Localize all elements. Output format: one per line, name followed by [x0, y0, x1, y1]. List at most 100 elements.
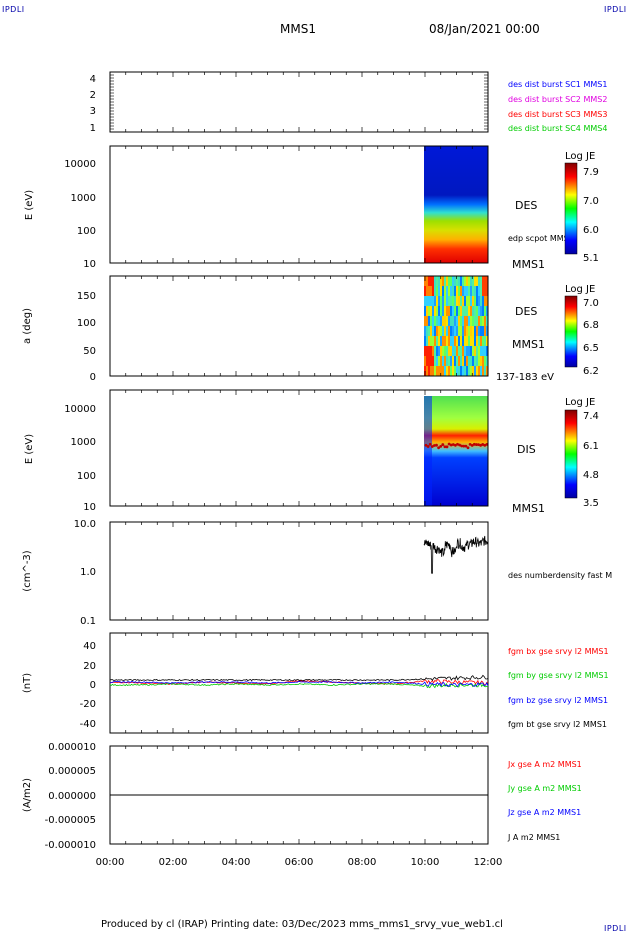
- pitch-cell: [434, 336, 437, 347]
- p2-ytick-10: 10: [83, 259, 96, 270]
- pitch-cell: [428, 316, 431, 327]
- p5-series-label: des numberdensity fast M: [508, 571, 612, 580]
- colorbar-dis: [564, 409, 578, 499]
- pitch-cell: [456, 276, 459, 287]
- dis-band-point: [447, 442, 451, 446]
- pitch-cell: [466, 296, 469, 307]
- pitch-cell: [430, 326, 433, 337]
- panel-dis-energy: 10000 1000 100 10 E (eV) DIS MMS1 Log JE…: [24, 389, 599, 515]
- pitch-cell: [472, 366, 475, 377]
- pitch-cell: [430, 346, 433, 357]
- pitch-cell: [478, 306, 481, 317]
- dis-band-point: [462, 444, 466, 448]
- p7-ytick--5e-6: -0.000005: [45, 815, 96, 826]
- pitch-cell: [424, 326, 427, 337]
- pitch-cell: [462, 366, 465, 377]
- pitch-cell: [436, 276, 439, 287]
- pitch-cell: [460, 366, 463, 377]
- dis-band-point: [437, 446, 440, 450]
- pitch-cell: [482, 356, 485, 367]
- pitch-cell: [456, 336, 459, 347]
- pitch-cell: [444, 326, 447, 337]
- pitch-cell: [430, 366, 433, 377]
- pitch-cell: [428, 346, 431, 357]
- pitch-cell: [442, 356, 445, 367]
- pitch-cell: [430, 276, 433, 287]
- panel-density: 10.0 1.0 0.1 (cm^-3) des numberdensity f…: [22, 519, 612, 627]
- pitch-cell: [486, 296, 489, 307]
- legend-sc1: des dist burst SC1 MMS1: [508, 80, 607, 89]
- p3-label-energy: 137-183 eV: [496, 372, 554, 383]
- pitch-cell: [452, 346, 455, 357]
- pitch-cell: [460, 286, 463, 297]
- corner-label-top-right: IPDLI: [604, 5, 627, 14]
- pitch-cell: [432, 366, 435, 377]
- cb2-title: Log JE: [565, 284, 595, 295]
- legend-bx: fgm bx gse srvy l2 MMS1: [508, 647, 609, 656]
- pitch-cell: [452, 366, 455, 377]
- dis-band-point: [439, 444, 443, 448]
- xtick-0800: 08:00: [348, 857, 377, 868]
- pitch-cell: [440, 356, 443, 367]
- pitch-cell: [434, 306, 437, 317]
- dis-band-point: [472, 442, 476, 446]
- pitch-cell: [424, 336, 427, 347]
- pitch-cell: [436, 346, 439, 357]
- pitch-cell: [450, 306, 453, 317]
- p1-ytick-3: 3: [90, 106, 96, 117]
- pitch-cell: [426, 366, 429, 377]
- pitch-cell: [458, 276, 461, 287]
- pitch-cell: [442, 306, 445, 317]
- pitch-cell: [484, 336, 487, 347]
- p5-ytick-1: 1.0: [80, 567, 96, 578]
- pitch-cell: [482, 306, 485, 317]
- p4-ylabel: E (eV): [24, 434, 35, 464]
- dis-band-point: [451, 443, 455, 446]
- dis-band-point: [460, 444, 464, 448]
- pitch-cell: [464, 346, 467, 357]
- pitch-cell: [462, 276, 465, 287]
- pitch-cell: [428, 366, 431, 377]
- dis-band-point: [449, 443, 453, 447]
- pitch-cell: [456, 316, 459, 327]
- pitch-cell: [474, 286, 477, 297]
- pitch-cell: [472, 346, 475, 357]
- pitch-cell: [424, 316, 427, 327]
- pitch-cell: [444, 306, 447, 317]
- cb1-tick-min: 5.1: [583, 253, 599, 264]
- pitch-cell: [428, 326, 431, 337]
- pitch-cell: [466, 286, 469, 297]
- pitch-cell: [468, 316, 471, 327]
- axis-tickmarks: [109, 72, 489, 844]
- pitch-cell: [450, 346, 453, 357]
- pitch-cell: [426, 296, 429, 307]
- pitch-cell: [454, 366, 457, 377]
- pitch-cell: [446, 296, 449, 307]
- pitch-cell: [428, 276, 431, 287]
- pitch-cell: [448, 306, 451, 317]
- pitch-cell: [426, 356, 429, 367]
- pitch-cell: [466, 316, 469, 327]
- pitch-cell: [448, 346, 451, 357]
- pitch-cell: [454, 296, 457, 307]
- pitch-cell: [442, 336, 445, 347]
- pitch-cell: [432, 326, 435, 337]
- xtick-0600: 06:00: [285, 857, 314, 868]
- dis-band-point: [445, 445, 449, 449]
- cb2-tick-min: 6.2: [583, 366, 599, 377]
- des-pitch-spectrogram: [424, 276, 489, 377]
- pitch-cell: [426, 326, 429, 337]
- pitch-cell: [464, 276, 467, 287]
- pitch-cell: [472, 316, 475, 327]
- pitch-cell: [466, 336, 469, 347]
- pitch-cell: [480, 366, 483, 377]
- pitch-cell: [426, 336, 429, 347]
- pitch-cell: [470, 366, 473, 377]
- p2-label-mms1: MMS1: [512, 258, 545, 271]
- pitch-cell: [458, 286, 461, 297]
- pitch-cell: [454, 276, 457, 287]
- dis-band-point: [428, 442, 432, 446]
- pitch-cell: [434, 276, 437, 287]
- pitch-cell: [486, 366, 489, 377]
